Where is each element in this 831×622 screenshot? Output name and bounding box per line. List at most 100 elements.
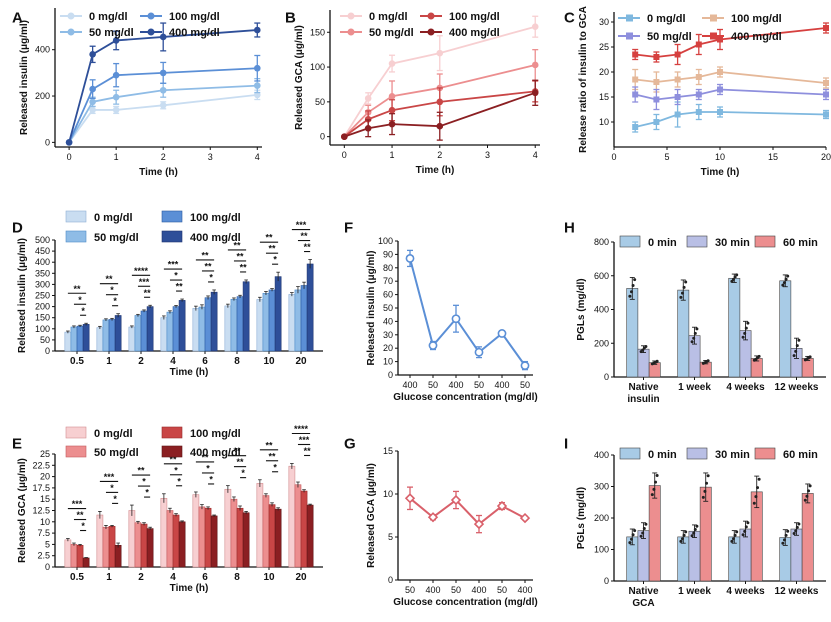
chart-C-sig-label: * (273, 255, 277, 265)
chart-I-legend-swatch (619, 447, 641, 460)
chart-A-data-point (159, 86, 167, 94)
chart-I-replicate-dot (754, 495, 758, 499)
chart-H-ytick-label: 0 (604, 372, 609, 382)
chart-F-ytick-label: 90 (383, 249, 393, 259)
chart-G-line (409, 497, 526, 526)
chart-E-ytick-label: 25 (599, 42, 609, 52)
chart-D-sig-label: ** (233, 446, 241, 456)
chart-E-data-point (695, 109, 702, 115)
chart-H-replicate-dot (655, 359, 659, 363)
chart-H-xtick-label: Native (628, 382, 658, 393)
chart-C-sig-label: ** (269, 244, 277, 254)
chart-F-ytick-label: 40 (383, 316, 393, 326)
chart-H-xtick-label: 1 week (678, 382, 711, 393)
chart-D-bar (224, 488, 232, 568)
chart-I-replicate-dot (752, 501, 756, 505)
chart-A-xtick-label: 4 (255, 152, 260, 162)
chart-A-data-point (253, 26, 261, 34)
chart-H-replicate-dot (629, 290, 633, 294)
chart-B-ytick-label: 150 (310, 27, 325, 37)
chart-I-replicate-dot (805, 494, 809, 498)
chart-C-ytick-label: 450 (35, 246, 50, 256)
chart-H-xtick-label: 4 weeks (726, 382, 765, 393)
chart-A-data-point (89, 98, 96, 106)
chart-I-replicate-dot (695, 524, 699, 528)
chart-C-legend-swatch (161, 210, 183, 223)
chart-H-ytick-label: 400 (594, 305, 609, 315)
chart-B-data-point (436, 98, 444, 106)
chart-D-bar (64, 539, 72, 568)
chart-D-bar (108, 526, 116, 568)
chart-D-bar (102, 526, 110, 568)
chart-C-ytick-label: 50 (40, 335, 50, 345)
chart-B-ytick-label: 0 (320, 132, 325, 142)
chart-C-bar (166, 311, 174, 352)
chart-C-sig-label: ** (176, 282, 184, 292)
chart-H-replicate-dot (743, 331, 747, 335)
chart-D-bar (146, 528, 154, 568)
panel-letter: I (564, 435, 568, 452)
chart-C-sig-label: ** (240, 262, 248, 272)
chart-D-ytick-label: 20 (40, 472, 50, 482)
panel-letter: E (12, 435, 22, 452)
chart-D-sig-label: * (142, 477, 146, 487)
chart-A-data-point (65, 139, 73, 146)
chart-H-bar (648, 362, 661, 378)
chart-C-xtick-label: 20 (295, 356, 307, 367)
chart-B-legend-marker (427, 12, 435, 20)
chart-B-legend-label: 50 mg/dl (369, 27, 414, 39)
chart-G-xtick-label: 400 (425, 585, 440, 595)
chart-E-data-point (653, 54, 660, 60)
chart-C-bar (262, 292, 270, 352)
chart-D-xtick-label: 20 (295, 572, 307, 583)
chart-B-data-point (531, 61, 539, 69)
chart-I-xtick-label: 4 weeks (726, 586, 765, 597)
chart-G-ytick-label: 5 (388, 532, 393, 542)
chart-H-replicate-dot (628, 294, 632, 298)
chart-I-replicate-dot (631, 533, 635, 537)
chart-E-data-point (632, 51, 639, 58)
chart-D-ytick-label: 10 (40, 517, 50, 527)
chart-H-replicate-dot (695, 327, 699, 331)
chart-D-bar (70, 544, 78, 568)
chart-D-sig-label: ** (169, 454, 177, 464)
chart-C-bar (172, 306, 180, 352)
chart-C-bar (210, 291, 218, 352)
chart-F-ytick-label: 10 (383, 357, 393, 367)
chart-H-replicate-dot (795, 344, 799, 348)
chart-B-xlabel: Time (h) (416, 165, 455, 176)
chart-F-data-point (497, 329, 507, 338)
chart-D-sig-label: ** (137, 466, 145, 476)
chart-E-legend-label: 0 mg/dl (647, 13, 686, 25)
chart-I-replicate-dot (641, 531, 645, 535)
chart-A-ytick-label: 200 (35, 91, 50, 101)
chart-I-replicate-dot (682, 533, 686, 537)
chart-B-ytick-label: 50 (315, 97, 325, 107)
chart-A-xtick-label: 3 (208, 152, 213, 162)
chart-B-xtick-label: 0 (342, 150, 347, 160)
chart-C-bar (76, 325, 84, 352)
chart-B-legend-marker (427, 28, 435, 36)
chart-C-bar (300, 285, 308, 352)
chart-A-legend-label: 0 mg/dl (89, 11, 128, 23)
chart-F-data-point (474, 347, 484, 357)
chart-H-replicate-dot (746, 321, 750, 325)
chart-C-sig-label: * (110, 285, 114, 295)
chart-F-data-point (405, 254, 415, 263)
chart-C-sig-label: *** (139, 277, 150, 287)
chart-I-replicate-dot (701, 495, 705, 499)
chart-D-bar (210, 515, 218, 568)
chart-I-replicate-dot (639, 534, 643, 538)
chart-F-ylabel: Released insulin (μg/ml) (366, 250, 377, 365)
chart-I-replicate-dot (786, 529, 790, 533)
chart-C-bar (178, 300, 186, 352)
chart-D-bar (274, 508, 282, 568)
chart-H-replicate-dot (792, 354, 796, 358)
chart-C-legend-swatch (65, 230, 87, 243)
chart-H-legend-label: 60 min (783, 237, 818, 249)
chart-C-sig-label: *** (168, 260, 179, 270)
chart-I-replicate-dot (629, 537, 633, 541)
chart-F-ytick-label: 50 (383, 303, 393, 313)
chart-I-replicate-dot (644, 522, 648, 526)
